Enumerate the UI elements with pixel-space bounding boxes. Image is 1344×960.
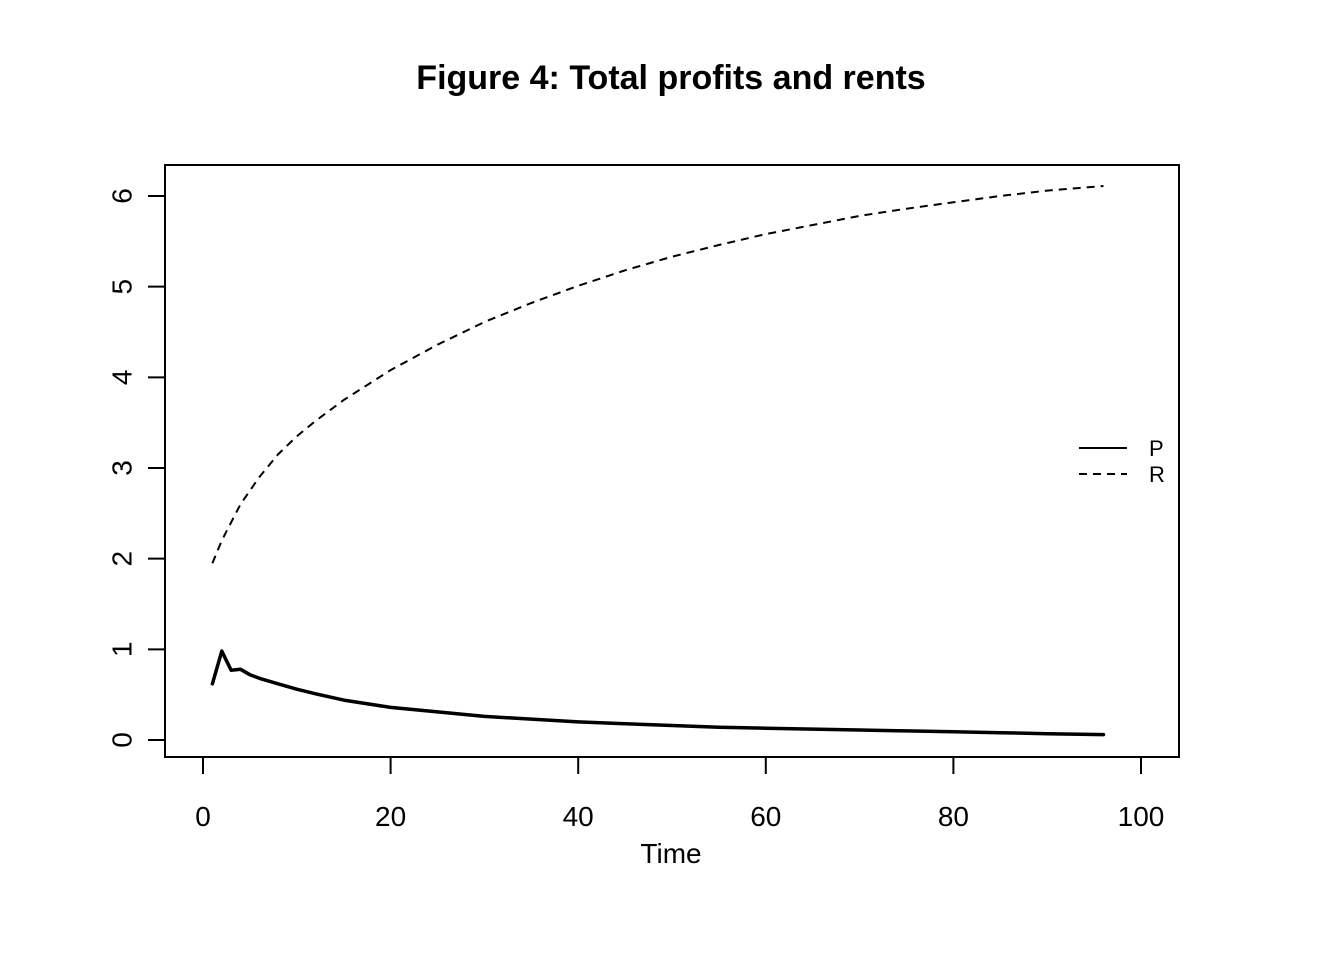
y-tick-label: 5 [107, 279, 138, 295]
plot-area-frame [164, 164, 1180, 758]
x-axis: 0 20 40 60 80 100 [195, 756, 1165, 832]
x-tick-label: 60 [750, 801, 781, 832]
series-line-p [210, 649, 1106, 737]
x-tick-label: 20 [375, 801, 406, 832]
y-tick-label: 1 [107, 642, 138, 658]
y-tick-label: 4 [107, 370, 138, 386]
series-line-r [211, 185, 1104, 564]
legend: PR [1079, 436, 1165, 487]
y-tick-label: 3 [107, 460, 138, 476]
legend-label-r: R [1149, 462, 1165, 487]
series-layer [210, 185, 1106, 737]
chart-title: Figure 4: Total profits and rents [416, 59, 925, 97]
legend-label-p: P [1149, 436, 1164, 461]
y-tick-label: 6 [107, 188, 138, 204]
y-tick-label: 0 [107, 732, 138, 748]
y-tick-label: 2 [107, 551, 138, 567]
x-axis-label: Time [640, 838, 701, 869]
x-tick-label: 40 [563, 801, 594, 832]
x-tick-label: 80 [938, 801, 969, 832]
y-axis: 0 1 2 3 4 5 6 [107, 188, 166, 748]
x-tick-label: 100 [1118, 801, 1165, 832]
x-tick-label: 0 [195, 801, 211, 832]
